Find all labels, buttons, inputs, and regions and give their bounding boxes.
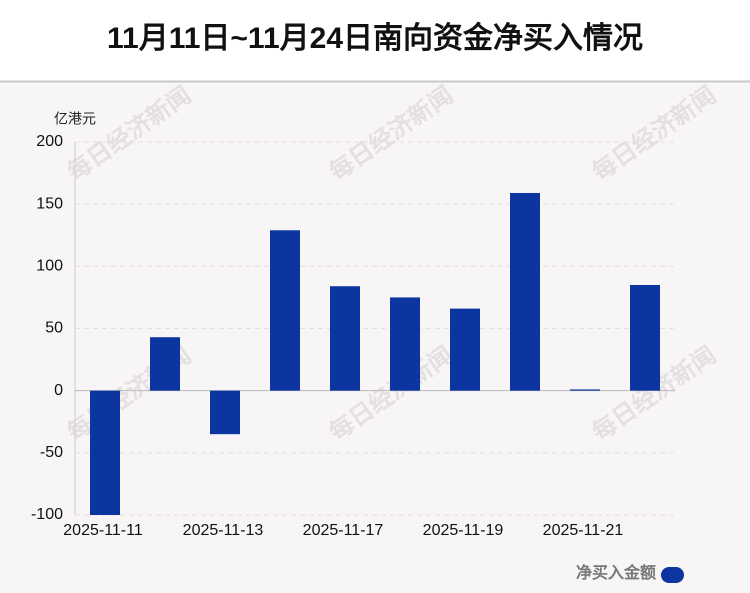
legend-label: 净买入金额 (576, 563, 656, 582)
y-tick-label: -50 (40, 444, 63, 461)
legend-swatch (661, 567, 684, 583)
bar (270, 230, 300, 391)
x-tick-label: 2025-11-13 (183, 522, 264, 539)
y-tick-label: 150 (36, 195, 63, 212)
watermark: 每日经济新闻 (587, 81, 721, 187)
y-tick-label: 100 (36, 258, 63, 275)
chart-title: 11月11日~11月24日南向资金净买入情况 (107, 21, 643, 55)
bar (90, 390, 120, 515)
x-tick-label: 2025-11-21 (543, 522, 624, 539)
bar (330, 286, 360, 391)
bar (210, 390, 240, 435)
bar (570, 389, 600, 391)
watermark: 每日经济新闻 (324, 81, 458, 187)
bar (390, 297, 420, 391)
y-tick-label: -100 (31, 506, 63, 523)
x-tick-label: 2025-11-17 (303, 522, 384, 539)
bar (150, 337, 180, 391)
watermark: 每日经济新闻 (62, 81, 196, 187)
y-tick-label: 0 (54, 382, 63, 399)
title-band (0, 0, 750, 81)
y-unit: 亿港元 (54, 111, 96, 127)
bar (630, 284, 660, 391)
bar (450, 308, 480, 391)
y-tick-label: 200 (36, 133, 63, 150)
x-tick-label: 2025-11-19 (423, 522, 504, 539)
bar (510, 192, 540, 391)
x-tick-label: 2025-11-11 (63, 522, 143, 539)
y-tick-label: 50 (45, 320, 63, 337)
